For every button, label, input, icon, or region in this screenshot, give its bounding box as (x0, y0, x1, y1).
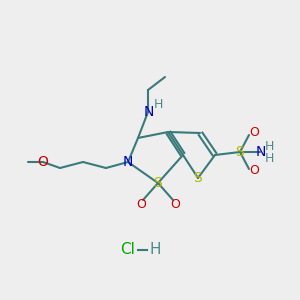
Text: H: H (264, 152, 274, 164)
Text: O: O (249, 127, 259, 140)
Text: N: N (123, 155, 133, 169)
Text: H: H (149, 242, 161, 257)
Text: S: S (154, 176, 162, 190)
Text: O: O (38, 155, 48, 169)
Text: H: H (153, 98, 163, 110)
Text: S: S (236, 145, 244, 159)
Text: O: O (170, 197, 180, 211)
Text: N: N (144, 105, 154, 119)
Text: H: H (264, 140, 274, 152)
Text: N: N (256, 145, 266, 159)
Text: Cl: Cl (121, 242, 135, 257)
Text: S: S (194, 171, 202, 185)
Text: O: O (136, 197, 146, 211)
Text: O: O (249, 164, 259, 178)
